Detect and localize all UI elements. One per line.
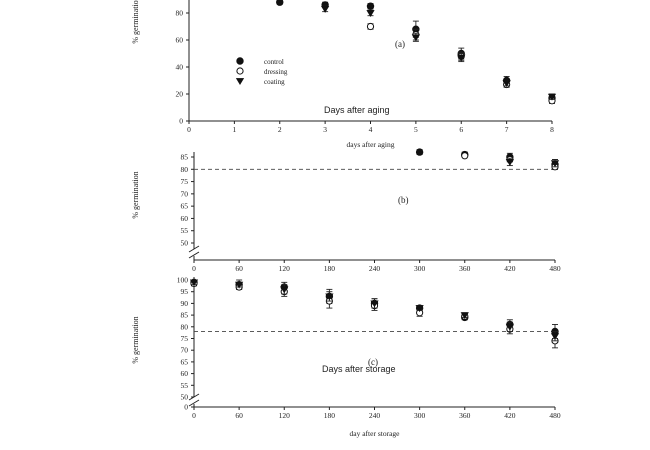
data-point	[370, 300, 379, 308]
x-tick-label: 60	[235, 411, 243, 420]
panel-label: (b)	[398, 195, 409, 205]
x-tick-label: 180	[324, 411, 336, 420]
x-tick-label: 2	[278, 125, 282, 134]
y-axis-label: % germination	[131, 171, 140, 218]
x-tick-label: 60	[235, 264, 243, 273]
y-tick-label: 80	[181, 165, 189, 174]
x-tick-label: 5	[414, 125, 418, 134]
legend-label: coating	[264, 78, 285, 86]
x-tick-label: 4	[369, 125, 373, 134]
chart-annotation: Days after storage	[322, 364, 396, 374]
axis-break-mark	[188, 251, 200, 259]
y-tick-label: 65	[181, 357, 189, 366]
data-point	[189, 279, 199, 287]
panel-label: (c)	[368, 357, 378, 367]
data-point	[366, 2, 375, 10]
y-axis-label: % germination	[131, 0, 140, 44]
legend-label: dressing	[264, 68, 288, 76]
x-tick-label: 480	[549, 264, 561, 273]
data-point	[415, 305, 424, 313]
data-point	[320, 6, 330, 13]
data-point	[457, 54, 466, 62]
x-tick-label: 360	[459, 411, 471, 420]
data-point	[366, 10, 375, 17]
data-point	[550, 333, 560, 341]
axis-break-mark	[188, 245, 200, 253]
y-tick-label: 85	[181, 311, 189, 320]
y-tick-label: 40	[176, 63, 184, 72]
panel-c: 0 60 120 180 240 300 360 420 480 050 55 60 65 70 75 80 8…	[131, 276, 561, 439]
y-tick-label: 60	[181, 369, 189, 378]
x-axis-label: days after aging	[347, 140, 395, 149]
y-tick-label: 60	[181, 214, 189, 223]
x-tick-label: 3	[323, 125, 327, 134]
data-point	[411, 34, 421, 42]
data-point	[461, 152, 469, 160]
y-tick-label: 20	[176, 90, 184, 99]
y-tick-label: 85	[181, 153, 189, 162]
y-tick-label: 80	[176, 9, 184, 18]
x-tick-label: 120	[279, 411, 291, 420]
x-tick-label: 6	[459, 125, 463, 134]
chart-annotation: Days after aging	[324, 105, 390, 115]
x-tick-label: 240	[369, 264, 381, 273]
x-tick-label: 120	[279, 264, 291, 273]
x-tick-label: 300	[414, 264, 426, 273]
data-point	[550, 160, 560, 168]
x-tick-label: 240	[369, 411, 381, 420]
y-tick-label: 60	[176, 36, 184, 45]
data-point	[415, 148, 424, 156]
legend-marker	[236, 67, 244, 75]
data-point	[234, 281, 244, 289]
x-tick-label: 8	[550, 125, 554, 134]
panel-b: 0 60 120 180 240 300 360 420 480 50 55 60 65 70 75 80 85…	[131, 148, 561, 273]
x-tick-label: 0	[192, 264, 196, 273]
x-tick-label: 7	[505, 125, 509, 134]
x-tick-label: 1	[233, 125, 237, 134]
y-tick-label: 100	[177, 276, 189, 285]
x-tick-label: 360	[459, 264, 471, 273]
y-tick-label: 95	[181, 287, 189, 296]
y-tick-label: 75	[181, 334, 189, 343]
legend-marker	[235, 78, 245, 85]
x-tick-label: 0	[192, 411, 196, 420]
x-tick-label: 300	[414, 411, 426, 420]
x-tick-label: 420	[504, 411, 516, 420]
y-axis-label: % germination	[131, 316, 140, 363]
data-point	[505, 159, 515, 166]
x-tick-label: 420	[504, 264, 516, 273]
data-point	[325, 293, 334, 301]
x-tick-label: 0	[187, 125, 191, 134]
legend-label: control	[264, 58, 284, 66]
y-tick-label: 80	[181, 322, 189, 331]
y-tick-label: 70	[181, 346, 189, 355]
y-tick-label: 0	[184, 403, 188, 412]
y-tick-label: 0	[179, 117, 183, 126]
y-tick-label: 55	[181, 226, 189, 235]
data-point	[505, 323, 515, 331]
y-tick-label: 55	[181, 381, 189, 390]
y-tick-label: 70	[181, 189, 189, 198]
y-tick-label: 90	[181, 299, 189, 308]
data-point	[366, 22, 375, 31]
y-tick-label: 50	[181, 393, 189, 402]
y-tick-label: 65	[181, 202, 189, 211]
data-point	[547, 93, 557, 101]
legend-marker	[236, 57, 244, 65]
data-point	[460, 312, 469, 320]
y-tick-label: 75	[181, 177, 189, 186]
data-point	[276, 0, 284, 6]
x-tick-label: 180	[324, 264, 336, 273]
panel-label: (a)	[395, 39, 405, 49]
x-tick-label: 480	[549, 411, 561, 420]
data-point	[280, 286, 289, 294]
x-axis-label: day after storage	[350, 429, 401, 438]
axis-break-mark	[188, 399, 200, 407]
y-tick-label: 50	[181, 239, 189, 248]
data-point	[502, 80, 511, 88]
